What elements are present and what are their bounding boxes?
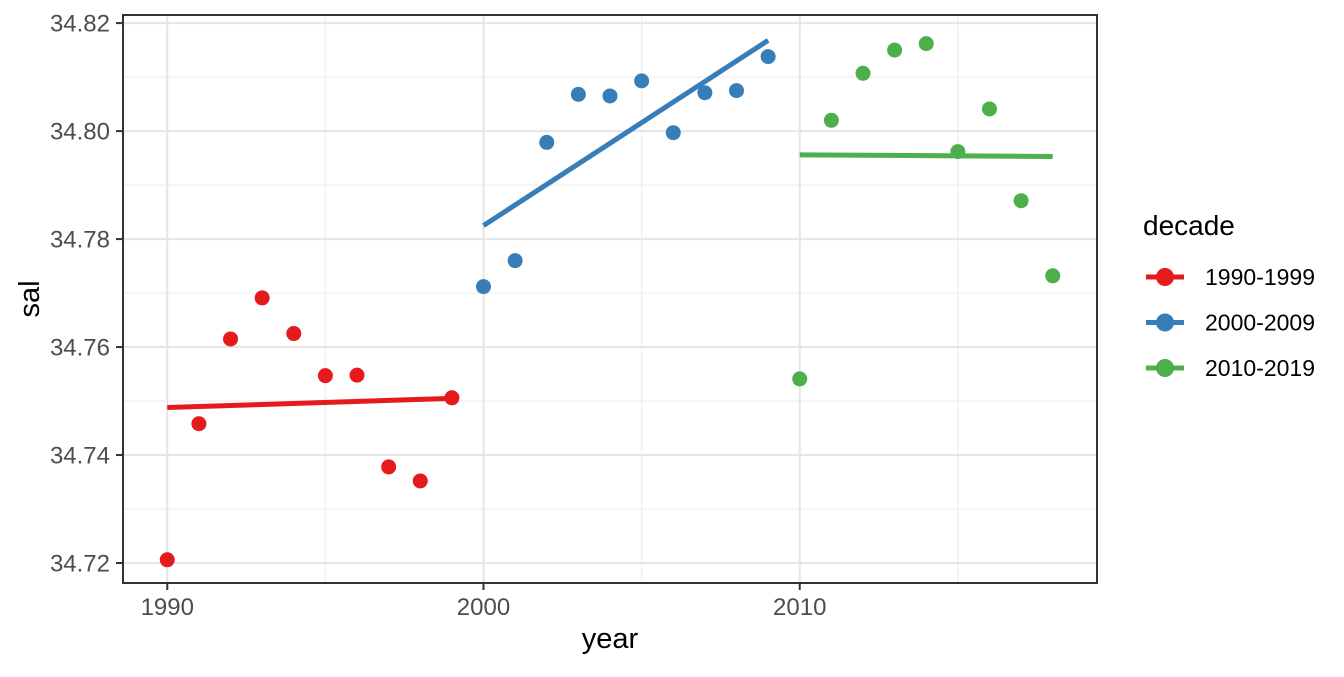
x-tick-label: 1990 [141,594,194,621]
y-tick-label: 34.72 [50,551,110,578]
legend-key-point [1156,313,1174,332]
data-point [887,42,903,58]
data-point [159,552,175,568]
legend-entry: 2010-2019 [1146,355,1315,381]
data-point [191,416,207,432]
data-point [634,73,650,89]
series-2000-2009 [476,38,776,295]
data-point [665,125,681,141]
data-point [539,134,555,150]
data-point [760,49,776,65]
data-point [823,112,839,128]
y-tick-label: 34.80 [50,119,110,146]
data-point [317,368,333,384]
y-tick-label: 34.78 [50,227,110,254]
y-axis-title: sal [14,280,46,317]
legend-label: 1990-1999 [1205,264,1315,290]
data-point [349,367,365,383]
series-2010-2019 [792,36,1061,387]
panel-border [122,14,1098,584]
x-tick-label: 2010 [773,594,826,621]
data-point [507,253,523,269]
series-1990-1999 [159,290,460,568]
data-point [981,101,997,117]
legend-key-point [1156,268,1174,286]
data-point [602,88,618,104]
y-tick-label: 34.82 [50,11,110,38]
data-point [918,36,934,52]
data-point [855,65,871,81]
data-point [476,279,492,295]
legend: 1990-1999 2000-2009 2010-2019 [1146,264,1315,381]
data-point [950,144,966,160]
data-point [1045,268,1061,284]
legend-entry: 2000-2009 [1146,310,1315,336]
legend-label: 2000-2009 [1205,310,1315,336]
legend-entry: 1990-1999 [1146,264,1315,290]
y-tick-label: 34.74 [50,443,110,470]
plot-panel [123,15,1097,583]
legend-title: decade [1143,210,1235,241]
data-point [412,473,428,489]
legend-key-point [1156,359,1174,377]
data-point [570,86,586,102]
data-point [254,290,270,306]
data-point [1013,193,1029,209]
data-point [223,331,239,347]
data-point [381,459,397,475]
data-point [728,83,744,99]
legend-label: 2010-2019 [1205,355,1315,381]
data-point [697,85,713,101]
x-axis-title: year [582,623,639,655]
trend-line [167,395,452,411]
data-point [286,326,302,342]
y-tick-label: 34.76 [50,335,110,362]
x-tick-label: 2000 [457,594,510,621]
data-point [444,390,460,406]
data-point [792,371,808,387]
trend-line [482,38,770,228]
trend-line [799,152,1053,159]
